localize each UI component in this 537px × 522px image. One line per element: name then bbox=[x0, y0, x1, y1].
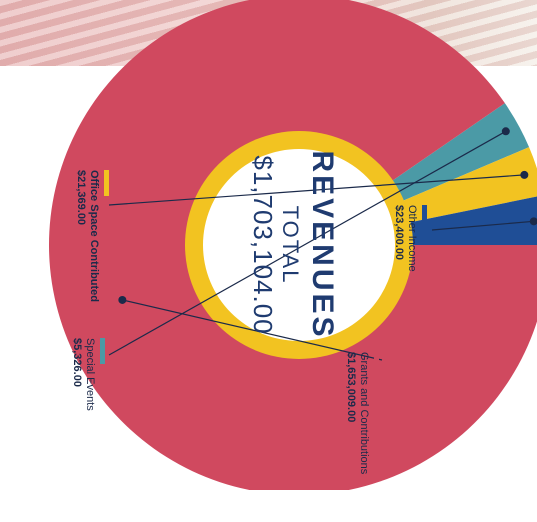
leader-line-1 bbox=[108, 174, 525, 206]
legend-swatch-other-income bbox=[422, 205, 427, 231]
legend-label-other-income: Other Income bbox=[406, 205, 418, 272]
legend-value-special-events: $5,326.00 bbox=[71, 338, 83, 387]
legend-item-other-income: Other Income $23,400.00 bbox=[392, 205, 427, 375]
chart-title: REVENUES bbox=[306, 150, 339, 340]
leader-dot-1 bbox=[520, 170, 529, 179]
leader-dot-3 bbox=[118, 295, 127, 304]
leader-line-3 bbox=[122, 299, 383, 361]
legend-swatch-special-events bbox=[100, 338, 105, 364]
rotated-chart-layer: REVENUES TOTAL $1,703,104.00 Special Eve… bbox=[49, 0, 537, 490]
legend-label-special-events: Special Events bbox=[84, 338, 96, 411]
legend-item-office-space: Office Space Contributed $21,369.00 bbox=[74, 170, 109, 340]
legend-value-office-space: $21,369.00 bbox=[75, 170, 87, 226]
center-disc bbox=[203, 149, 395, 341]
legend-label-grants: Grants and Contributions bbox=[358, 352, 370, 475]
legend-value-grants: $1,653,009.00 bbox=[345, 352, 357, 423]
legend-swatch-grants bbox=[374, 352, 379, 378]
chart-total: $1,703,104.00 bbox=[248, 155, 278, 335]
revenue-infographic: REVENUES TOTAL $1,703,104.00 Special Eve… bbox=[0, 0, 537, 490]
legend-item-grants: Grants and Contributions $1,653,009.00 bbox=[344, 352, 379, 522]
leader-dot-0 bbox=[501, 127, 510, 136]
legend-label-office-space: Office Space Contributed bbox=[88, 170, 100, 303]
leader-dot-2 bbox=[529, 217, 537, 226]
legend-value-other-income: $23,400.00 bbox=[393, 205, 405, 261]
leader-line-0 bbox=[108, 130, 507, 356]
legend-item-special-events: Special Events $5,326.00 bbox=[70, 338, 105, 508]
chart-subtitle: TOTAL bbox=[278, 205, 303, 285]
legend-swatch-office-space bbox=[104, 170, 109, 196]
leader-line-2 bbox=[431, 220, 534, 231]
